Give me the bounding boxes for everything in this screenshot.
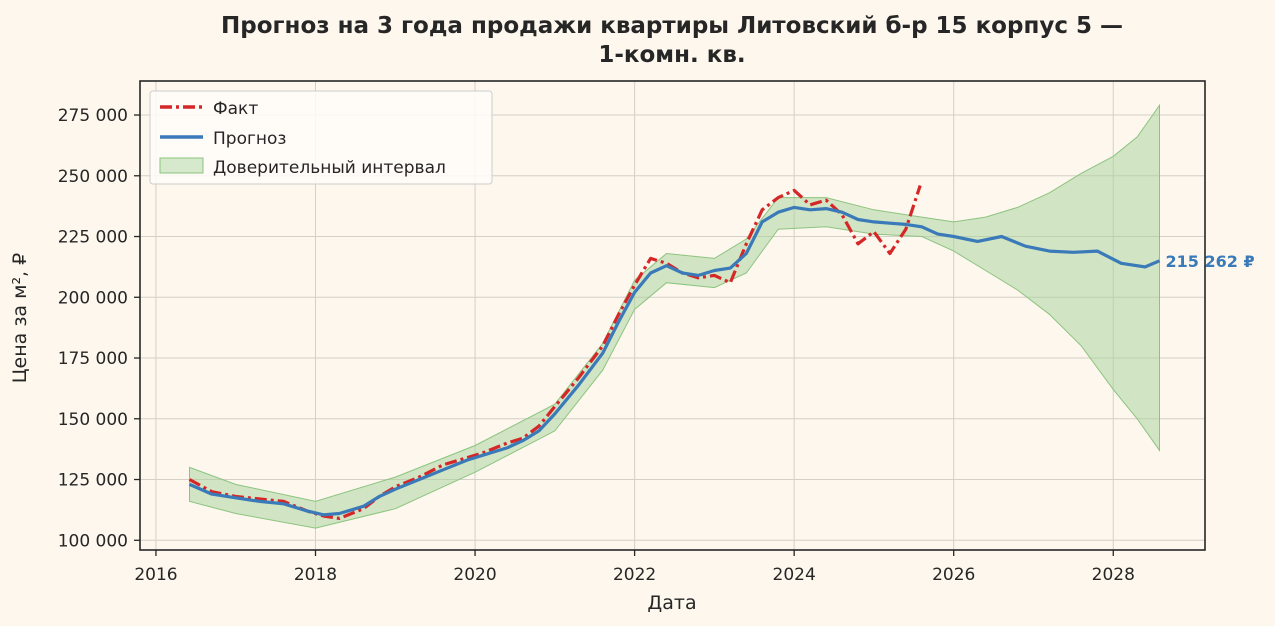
legend-fact-label: Факт (213, 99, 258, 119)
axis-ticks: 2016 2018 2020 2022 2024 2026 2028 100 000 125 0… (58, 106, 1135, 585)
chart-title-line-2: 1-комн. кв. (598, 42, 745, 68)
x-tick-label: 2022 (613, 565, 656, 585)
x-tick-label: 2028 (1092, 565, 1135, 585)
y-tick-label: 225 000 (58, 228, 128, 248)
y-tick-label: 250 000 (58, 167, 128, 187)
y-tick-label: 175 000 (58, 349, 128, 369)
y-tick-label: 125 000 (58, 471, 128, 491)
chart-marks: 215 262 ₽ (188, 103, 1255, 529)
y-tick-label: 150 000 (58, 410, 128, 430)
forecast-series-line (188, 205, 1161, 517)
x-tick-label: 2026 (932, 565, 975, 585)
y-tick-label: 200 000 (58, 288, 128, 308)
y-tick-label: 275 000 (58, 106, 128, 126)
x-tick-label: 2018 (294, 565, 337, 585)
x-tick-label: 2020 (453, 565, 496, 585)
y-tick-label: 100 000 (58, 531, 128, 551)
x-axis-label: Дата (647, 592, 696, 614)
fact-series-line (188, 184, 922, 520)
legend: Факт Прогноз Доверительный интервал (149, 90, 493, 185)
y-axis-label: Цена за м², ₽ (9, 253, 31, 383)
legend-box (149, 90, 493, 185)
legend-interval-label: Доверительный интервал (213, 158, 446, 178)
plot-frame (139, 80, 1206, 551)
x-tick-label: 2024 (773, 565, 816, 585)
x-tick-label: 2016 (134, 565, 177, 585)
last-forecast-value-label: 215 262 ₽ (1166, 252, 1255, 271)
legend-forecast-label: Прогноз (213, 129, 286, 149)
confidence-interval-band (189, 103, 1160, 529)
legend-interval-swatch (159, 157, 204, 174)
chart-title-line-1: Прогноз на 3 года продажи квартиры Литов… (221, 13, 1123, 39)
